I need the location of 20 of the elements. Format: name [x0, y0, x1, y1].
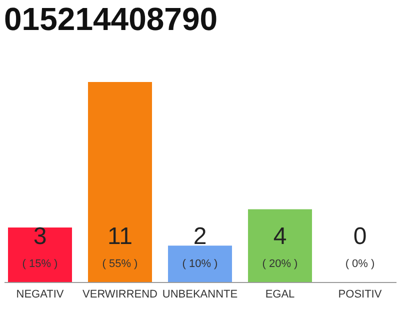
x-tick-label: EGAL: [265, 288, 295, 300]
data-label: 2: [193, 223, 207, 250]
x-tick-label: VERWIRREND: [82, 288, 158, 300]
x-tick-label: POSITIV: [338, 288, 382, 300]
data-label: 3: [33, 223, 47, 250]
x-tick-label: UNBEKANNTE: [162, 288, 238, 300]
bar: [88, 82, 152, 282]
data-label: 11: [108, 223, 132, 250]
annotation: ( 0% ): [345, 258, 375, 270]
bar: [168, 246, 232, 282]
annotation: ( 10% ): [182, 258, 218, 270]
chart-title: 015214408790: [4, 1, 218, 37]
x-tick-label: NEGATIV: [16, 288, 64, 300]
annotation: ( 55% ): [102, 258, 138, 270]
bar: [248, 209, 312, 282]
annotation: ( 15% ): [22, 258, 58, 270]
data-label: 4: [273, 223, 287, 250]
bar: [8, 227, 72, 282]
annotation: ( 20% ): [262, 258, 298, 270]
data-label: 0: [353, 223, 367, 250]
